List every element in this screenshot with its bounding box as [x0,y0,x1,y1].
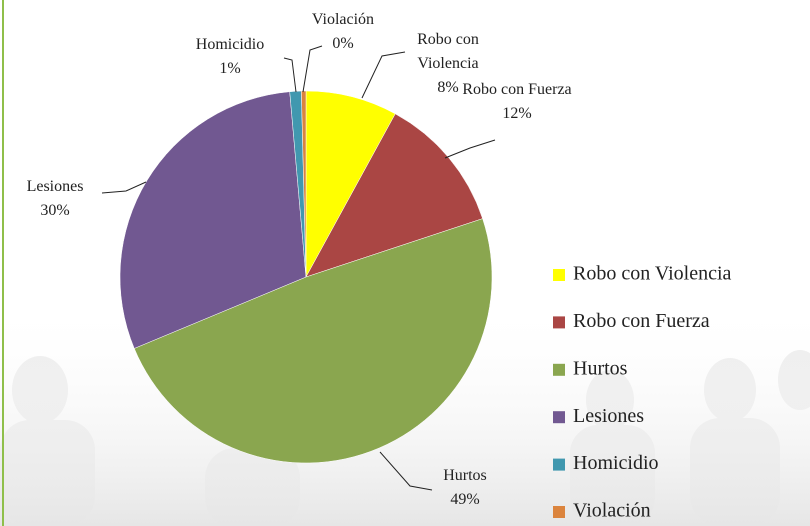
slice-label-value: 1% [219,60,241,77]
slice-label-category: Violación [311,11,375,28]
slice-label: Hurtos 49% [410,464,520,512]
pie-slice [133,218,493,464]
slice-label-value: 49% [450,491,480,508]
legend-label: Violación [573,500,651,522]
slice-label: Robo con Violencia 8% [393,28,503,100]
legend-swatch [553,506,565,518]
slice-label: Robo con Fuerza 12% [462,78,572,126]
legend-swatch [553,458,565,471]
slice-label: Homicidio 1% [175,33,285,81]
slice-label-category: Homicidio [195,36,265,53]
legend-label: Homicidio [573,452,659,474]
slice-label: Violación 0% [288,8,398,56]
slice-label-category: Lesiones [26,178,84,195]
slice-label-value: 12% [502,105,532,122]
leader-line [444,139,496,159]
leader-line [101,181,147,194]
legend-label: Robo con Violencia [573,263,732,285]
legend-swatch [553,411,565,424]
legend-swatch [553,316,565,329]
legend-label: Robo con Fuerza [573,310,710,332]
leader-line [302,45,323,93]
slice-label-category: Robo con Fuerza [462,81,572,98]
pie-slice [119,91,307,349]
legend-swatch [553,363,565,376]
leader-line [283,57,297,93]
slice-label-value: 8% [437,79,459,96]
legend-label: Lesiones [573,405,644,427]
slice-label-category: Hurtos [443,467,487,484]
slice-label-value: 30% [40,202,70,219]
pie-slice [305,113,483,278]
legend-label: Hurtos [573,357,628,379]
slice-label: Lesiones 30% [0,175,110,223]
slice-label-value: 0% [332,35,354,52]
leader-line [379,451,433,491]
pie-slice [305,90,396,278]
pie-slice [301,90,307,278]
leader-line [361,51,406,99]
legend-swatch [553,269,565,281]
slice-label-category: Robo con Violencia [417,31,479,72]
